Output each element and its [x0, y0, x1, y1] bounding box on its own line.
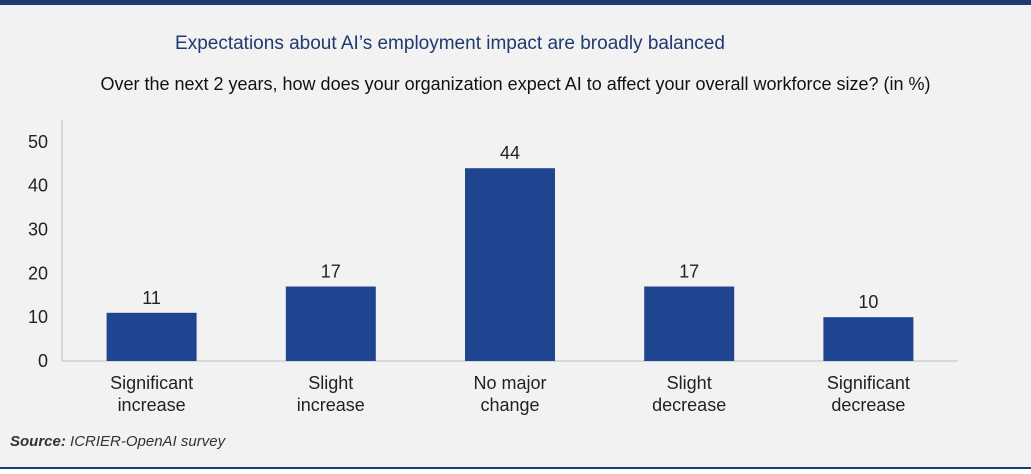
- category-label-line: increase: [118, 395, 186, 415]
- chart-title: Expectations about AI’s employment impac…: [175, 33, 725, 54]
- y-tick-label: 20: [28, 263, 48, 283]
- data-label: 44: [500, 143, 520, 163]
- category-label-line: Significant: [110, 373, 193, 393]
- category-label-line: decrease: [652, 395, 726, 415]
- category-label-line: Significant: [827, 373, 910, 393]
- data-label: 17: [321, 262, 341, 282]
- data-labels: 11 17 44 17 10: [142, 143, 878, 312]
- bar: [823, 317, 914, 361]
- category-label-line: Slight: [308, 373, 353, 393]
- category-label-line: increase: [297, 395, 365, 415]
- data-label: 17: [679, 262, 699, 282]
- category-label: Slight increase: [297, 373, 365, 415]
- data-label: 11: [142, 288, 161, 308]
- bar: [106, 312, 197, 361]
- category-label-line: change: [480, 395, 539, 415]
- category-label: No major change: [473, 373, 546, 415]
- y-tick-label: 0: [38, 351, 48, 371]
- category-label-line: Slight: [667, 373, 712, 393]
- data-label: 10: [858, 292, 878, 312]
- category-label: Significant decrease: [827, 373, 910, 415]
- bar: [465, 168, 555, 361]
- y-axis: 0 10 20 30 40 50: [28, 120, 63, 371]
- source-prefix: Source:: [10, 433, 66, 450]
- category-label: Slight decrease: [652, 373, 726, 415]
- source-note: Source: ICRIER-OpenAI survey: [10, 433, 225, 450]
- bar: [644, 286, 735, 361]
- y-tick-label: 40: [28, 176, 48, 196]
- bars: [106, 168, 914, 361]
- category-label: Significant increase: [110, 373, 193, 415]
- source-text: ICRIER-OpenAI survey: [65, 433, 226, 450]
- y-tick-label: 10: [28, 307, 48, 327]
- category-label-line: decrease: [831, 395, 905, 415]
- y-tick-label: 30: [28, 220, 48, 240]
- chart-subtitle: Over the next 2 years, how does your org…: [100, 74, 931, 94]
- category-label-line: No major: [473, 373, 546, 393]
- y-tick-label: 50: [28, 132, 48, 152]
- bar: [285, 286, 376, 361]
